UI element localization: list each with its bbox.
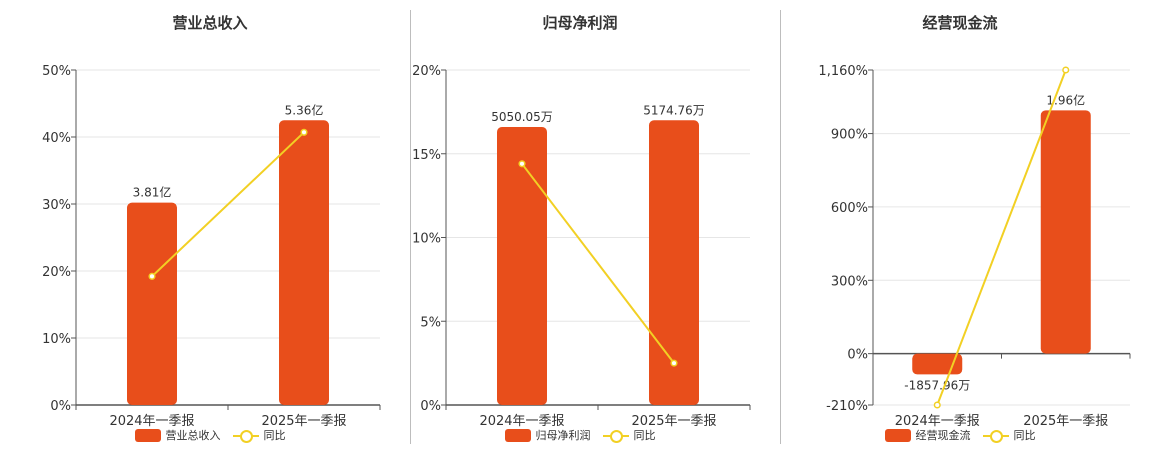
yoy-point [518, 160, 526, 168]
legend-line-swatch [602, 429, 629, 443]
x-tick-label: 2024年一季报 [895, 414, 980, 429]
yoy-point [933, 401, 941, 409]
chart-title: 归母净利润 [542, 14, 618, 32]
yoy-line [936, 69, 1067, 406]
legend-item-bar[interactable]: 营业总收入 [134, 427, 221, 443]
bar-data-label: 5174.76万 [643, 103, 705, 117]
yoy-point [670, 359, 678, 367]
chart-title: 经营现金流 [922, 14, 998, 32]
legend-label: 营业总收入 [165, 429, 221, 442]
chart-legend: 经营现金流 同比 [780, 427, 1140, 443]
legend-label: 归母净利润 [535, 429, 591, 442]
yoy-point [1062, 66, 1070, 74]
yoy-point [148, 272, 156, 280]
y-tick-label: 10% [42, 332, 71, 347]
chart-title: 营业总收入 [172, 14, 248, 32]
legend-line-swatch [982, 429, 1009, 443]
bar-data-label: 5.36亿 [285, 102, 324, 117]
panel-divider [780, 10, 781, 444]
legend-item-line[interactable]: 同比 [232, 427, 286, 443]
y-tick-label: 40% [42, 131, 71, 146]
y-tick-label: -210% [826, 399, 868, 414]
cash-flow-chart-svg: -210% 0% 300% 600% 900% 1,160% 2024年一季报 2025年一季… [818, 64, 1131, 429]
legend-bar-swatch [134, 428, 161, 442]
y-tick-label: 30% [42, 198, 71, 213]
legend-label: 同比 [263, 429, 286, 442]
y-tick-label: 600% [831, 201, 868, 216]
legend-line-swatch [232, 429, 259, 443]
bar-data-label: -1857.96万 [904, 378, 970, 392]
yoy-line [521, 163, 675, 364]
legend-bar-swatch [504, 428, 531, 442]
chart-panel-cash-flow: 经营现金流 -210% 0% 300% 600% 900% 1,160% 2024年一季报 2… [780, 0, 1140, 450]
y-tick-label: 0% [50, 399, 71, 414]
y-tick-label: 0% [847, 348, 868, 363]
chart-legend: 营业总收入 同比 [40, 427, 380, 443]
x-tick-label: 2025年一季报 [1023, 414, 1108, 429]
y-tick-label: 1,160% [818, 64, 868, 79]
y-tick-label: 300% [831, 274, 868, 289]
legend-item-bar[interactable]: 归母净利润 [504, 427, 591, 443]
bar [279, 120, 329, 405]
x-tick-label: 2025年一季报 [631, 414, 716, 429]
y-tick-label: 900% [831, 128, 868, 143]
yoy-line [151, 131, 305, 278]
revenue-chart-svg: 0% 10% 20% 30% 40% 50% 2024年一季报 2025年一季报 3.81亿 5.… [42, 64, 381, 429]
y-tick-label: 50% [42, 64, 71, 79]
chart-panel-net-profit: 归母净利润 0% 5% 10% 15% 20% 2024年一季报 2025年一季报 5050.… [410, 0, 751, 450]
y-tick-label: 0% [420, 399, 441, 414]
bar [912, 353, 963, 375]
y-tick-label: 5% [420, 315, 441, 330]
bar [127, 202, 177, 405]
yoy-point [300, 128, 308, 136]
y-tick-label: 15% [412, 148, 441, 163]
legend-label: 同比 [633, 429, 656, 442]
bar-data-label: 5050.05万 [491, 110, 553, 124]
legend-bar-swatch [884, 428, 911, 442]
legend-item-line[interactable]: 同比 [982, 427, 1036, 443]
chart-legend: 归母净利润 同比 [410, 427, 750, 443]
legend-label: 经营现金流 [915, 429, 971, 442]
bar [1040, 110, 1091, 354]
net-profit-chart-svg: 0% 5% 10% 15% 20% 2024年一季报 2025年一季报 5050.05万 517… [412, 64, 751, 429]
legend-item-bar[interactable]: 经营现金流 [884, 427, 971, 443]
x-tick-label: 2025年一季报 [261, 414, 346, 429]
legend-label: 同比 [1013, 429, 1036, 442]
chart-panel-revenue: 营业总收入 0% 10% 20% 30% 40% 50% 2024年一季报 2025年一季报 3… [40, 0, 381, 450]
x-tick-label: 2024年一季报 [479, 414, 564, 429]
legend-item-line[interactable]: 同比 [602, 427, 656, 443]
bar-data-label: 3.81亿 [133, 185, 172, 200]
y-tick-label: 20% [412, 64, 441, 79]
bar [649, 120, 699, 405]
y-tick-label: 20% [42, 265, 71, 280]
y-tick-label: 10% [412, 232, 441, 247]
x-tick-label: 2024年一季报 [109, 414, 194, 429]
bar [497, 126, 547, 405]
panel-divider [410, 10, 411, 444]
